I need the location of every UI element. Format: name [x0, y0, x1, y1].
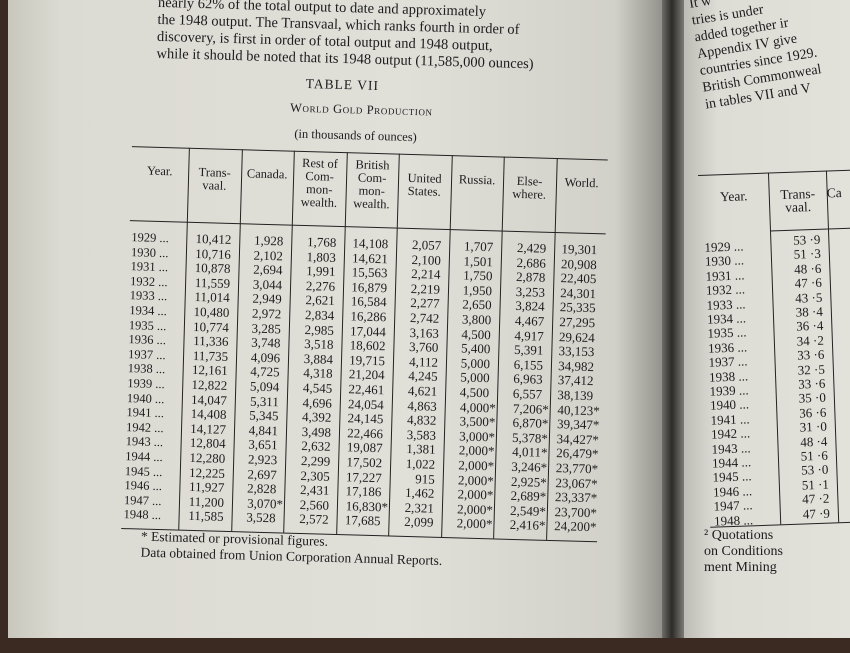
table-cell: 3,528: [246, 509, 276, 526]
table-cell: 10,412: [195, 230, 232, 247]
row-year: 1934 ...: [129, 303, 168, 319]
gold-production-table: Year. Trans-vaal. Canada. Rest of Com-mon-we…: [121, 146, 608, 543]
column-header: Rest of Com-mon-wealth.: [300, 155, 339, 210]
table-cell: 2,972: [251, 305, 282, 322]
right-footnote: ² Quotations on Conditions ment Mining: [704, 528, 783, 576]
table-cell: 3,246*: [511, 458, 548, 475]
table-cell: 1,928: [253, 232, 284, 249]
row-year: 1943 ...: [125, 434, 164, 450]
body-paragraph: nearly 62% of the total output to date a…: [156, 0, 598, 75]
table-cell: 2,923: [247, 451, 278, 468]
table-cell: 1,022: [405, 455, 436, 472]
table-cell: 3,800: [461, 311, 492, 328]
table-cell: 17,685: [344, 512, 381, 529]
table-cell: 2,057: [411, 237, 442, 253]
table-cell: 12,280: [189, 449, 226, 466]
column-header: Russia.: [458, 172, 496, 188]
table-cell: 12,822: [191, 376, 228, 393]
table-top-rule: [698, 168, 850, 176]
row-year: 1932 ...: [129, 273, 168, 290]
table-cell: 2,429: [516, 239, 547, 256]
table-title: World Gold Production: [289, 100, 433, 119]
row-year: 1948 ...: [713, 511, 754, 529]
table-cell: 5,094: [249, 378, 280, 395]
table-cell: 2,299: [300, 453, 331, 469]
table-cell: 2,572: [299, 511, 329, 528]
table-cell: 2,834: [304, 307, 335, 323]
table-cell: 2,000*: [456, 515, 493, 532]
column-header: Else-where.: [512, 173, 547, 202]
left-book-page: nearly 62% of the total output to date a…: [8, 0, 668, 638]
table-cell: 1,707: [463, 238, 494, 255]
row-year: 1940 ...: [126, 390, 165, 406]
row-year: 1942 ...: [125, 419, 164, 435]
table-cell: 4,467: [514, 312, 545, 329]
row-year: 1935 ...: [128, 317, 167, 333]
table-cell: 16,286: [350, 308, 387, 325]
header-rule: [769, 225, 850, 232]
table-cell: 2,416*: [509, 517, 546, 534]
column-header: Trans-vaal.: [780, 185, 816, 215]
table-cell: 4,500: [459, 384, 490, 401]
table-cell: 4,621: [407, 382, 438, 399]
column-header: Year.: [719, 188, 748, 205]
row-year: 1941 ...: [126, 405, 165, 421]
row-year: 1929 ...: [131, 230, 170, 246]
table-cell: 24,200*: [554, 518, 597, 535]
table-cell: 47 ·9: [802, 505, 831, 522]
table-cell: 4,545: [302, 380, 333, 396]
row-year: 1946 ...: [124, 478, 163, 494]
table-unit: (in thousands of ounces): [294, 126, 418, 145]
right-paragraph: It w tries is under added together ir Ap…: [688, 0, 850, 114]
table-cell: 11,585: [188, 508, 224, 525]
footnote-line: ment Mining: [704, 560, 777, 575]
column-header: United States.: [407, 170, 442, 199]
row-year: 1945 ...: [124, 463, 163, 479]
column-header: Canada.: [246, 166, 288, 182]
row-year: 1933 ...: [129, 288, 168, 304]
table-cell: 22,461: [348, 381, 385, 398]
table-cell: 1,768: [306, 234, 337, 250]
table-number: TABLE VII: [305, 75, 380, 94]
table-cell: 6,557: [512, 385, 543, 402]
row-year: 1936 ...: [128, 332, 167, 348]
table-cell: 14,108: [352, 235, 389, 252]
column-header: Trans-vaal.: [198, 165, 232, 193]
column-header: Year.: [146, 163, 173, 179]
table-cell: 17,502: [346, 454, 383, 471]
column-header: World.: [564, 175, 599, 191]
row-year: 1939 ...: [127, 376, 165, 392]
row-year: 1938 ...: [127, 361, 166, 377]
table-cell: 10,480: [193, 303, 230, 320]
row-year: 1948 ...: [123, 507, 162, 523]
row-year: 1944 ...: [125, 449, 163, 465]
left-page-content: nearly 62% of the total output to date a…: [121, 0, 608, 569]
row-year: 1937 ...: [127, 346, 166, 362]
table-cell: 2,742: [409, 310, 440, 326]
footnote-line: ² Quotations: [704, 528, 774, 543]
row-year: 1931 ...: [130, 259, 169, 275]
row-year: 1947 ...: [123, 492, 162, 508]
row-year: 1930 ...: [130, 244, 169, 260]
right-book-page: It w tries is under added together ir Ap…: [684, 0, 850, 638]
table-cell: 2,000*: [458, 457, 495, 474]
table-cell: 2,099: [404, 514, 434, 531]
table-cell: 38,139: [557, 387, 594, 404]
right-table: Year. Trans-vaal. Ca 1929 ... 53 ·9 1930 ... 5…: [698, 168, 850, 528]
footnote-line: on Conditions: [704, 544, 783, 559]
table-footnotes: * Estimated or provisional figures. Data…: [140, 529, 443, 569]
column-header: Ca: [826, 185, 842, 201]
column-header: British Com-mon-wealth.: [352, 157, 390, 212]
book-gutter: [662, 0, 684, 638]
